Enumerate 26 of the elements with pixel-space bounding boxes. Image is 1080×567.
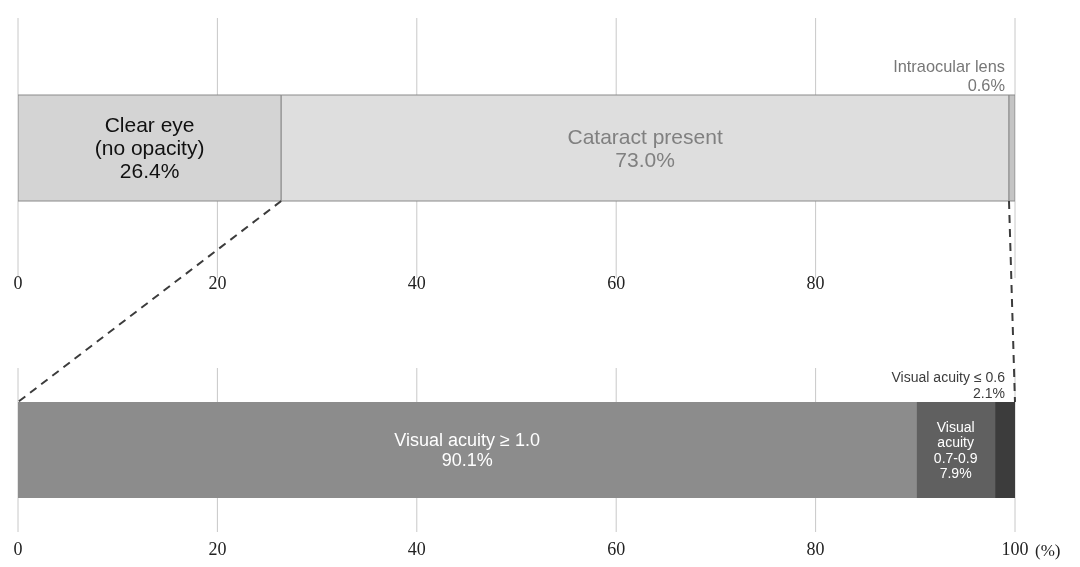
- x-tick-label: 80: [806, 538, 825, 559]
- x-tick-label: 0: [13, 272, 23, 293]
- x-tick-label: 40: [407, 272, 426, 293]
- x-tick-label: 0: [13, 538, 23, 559]
- data-label: 73.0%: [615, 147, 675, 171]
- data-label: 90.1%: [441, 450, 493, 471]
- x-tick-label: 20: [208, 538, 227, 559]
- x-tick-label: 60: [607, 538, 626, 559]
- data-label: 0.6%: [967, 76, 1005, 94]
- data-label: 26.4%: [119, 159, 180, 183]
- series-label: Cataract present: [567, 124, 723, 148]
- x-tick-label: 20: [208, 272, 227, 293]
- x-axis-title: (%): [1035, 540, 1061, 560]
- x-tick-label: 100: [1001, 538, 1029, 559]
- x-tick-label: 80: [806, 272, 825, 293]
- series-label: Intraocular lens: [893, 57, 1005, 76]
- bar: [18, 402, 917, 498]
- series-label: Clear eye (no opacity): [94, 113, 205, 160]
- x-tick-label: 60: [607, 272, 626, 293]
- x-tick-label: 40: [407, 538, 426, 559]
- series-label: Visual acuity 0.7-0.9: [933, 418, 978, 466]
- data-label: 2.1%: [973, 385, 1005, 401]
- legend-label: Visual acuity ≤ 0.6: [891, 368, 1006, 385]
- series-label: Visual acuity ≥ 1.0: [394, 430, 540, 451]
- data-label: 7.9%: [939, 465, 972, 482]
- bar: [995, 402, 1015, 498]
